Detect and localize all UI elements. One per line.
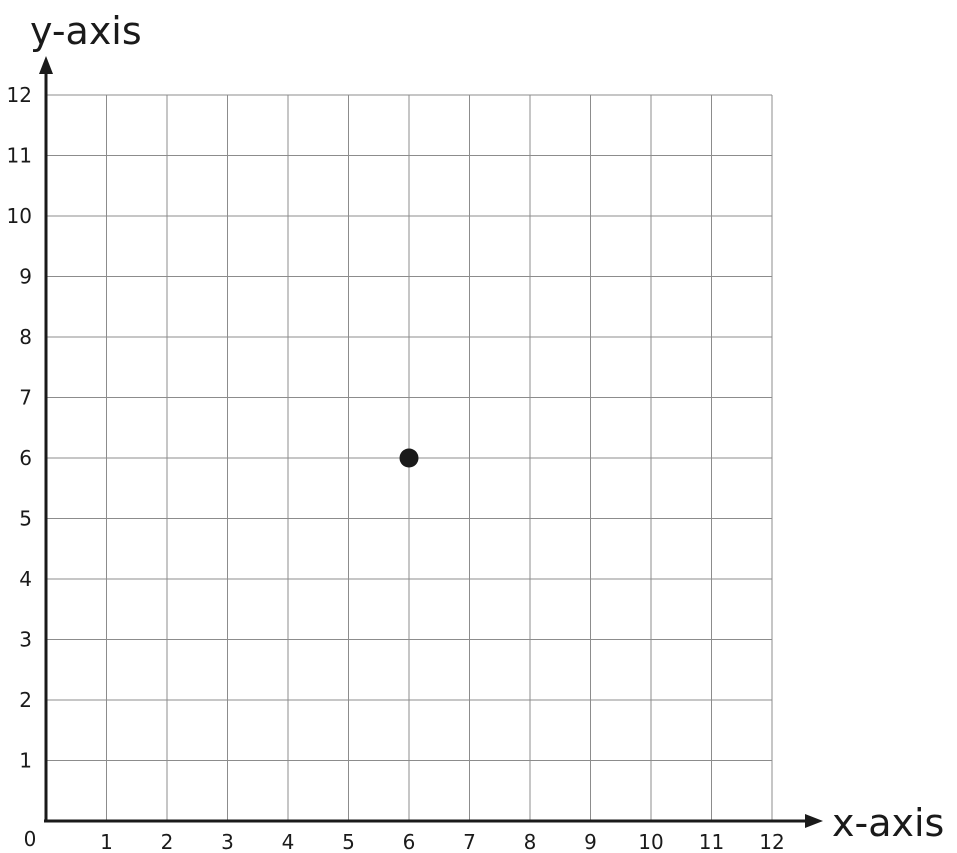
y-tick-label: 1 [19, 749, 32, 773]
x-axis-title: x-axis [832, 801, 944, 845]
y-tick-label: 4 [19, 567, 32, 591]
y-tick-label: 9 [19, 265, 32, 289]
y-axis-title: y-axis [30, 9, 142, 53]
x-tick-label: 4 [282, 830, 295, 853]
x-tick-label: 11 [699, 830, 724, 853]
y-tick-label: 8 [19, 325, 32, 349]
x-tick-label: 8 [524, 830, 537, 853]
axes [39, 56, 823, 828]
x-tick-label: 5 [342, 830, 355, 853]
x-tick-label: 6 [403, 830, 416, 853]
data-points [399, 448, 419, 468]
y-tick-label: 2 [19, 688, 32, 712]
y-tick-label: 3 [19, 628, 32, 652]
x-tick-label: 12 [759, 830, 784, 853]
y-tick-label: 11 [7, 144, 32, 168]
y-tick-label: 10 [7, 204, 32, 228]
x-tick-label: 1 [100, 830, 113, 853]
y-tick-label: 6 [19, 446, 32, 470]
x-axis-arrow-icon [805, 814, 823, 828]
y-tick-label: 12 [7, 83, 32, 107]
x-tick-label: 10 [638, 830, 663, 853]
x-tick-label: 7 [463, 830, 476, 853]
x-tick-label: 2 [161, 830, 174, 853]
y-tick-label: 7 [19, 386, 32, 410]
y-tick-label: 5 [19, 507, 32, 531]
data-point [399, 448, 419, 468]
x-tick-label: 3 [221, 830, 234, 853]
y-axis-arrow-icon [39, 56, 53, 74]
origin-label: 0 [24, 827, 37, 851]
x-tick-label: 9 [584, 830, 597, 853]
